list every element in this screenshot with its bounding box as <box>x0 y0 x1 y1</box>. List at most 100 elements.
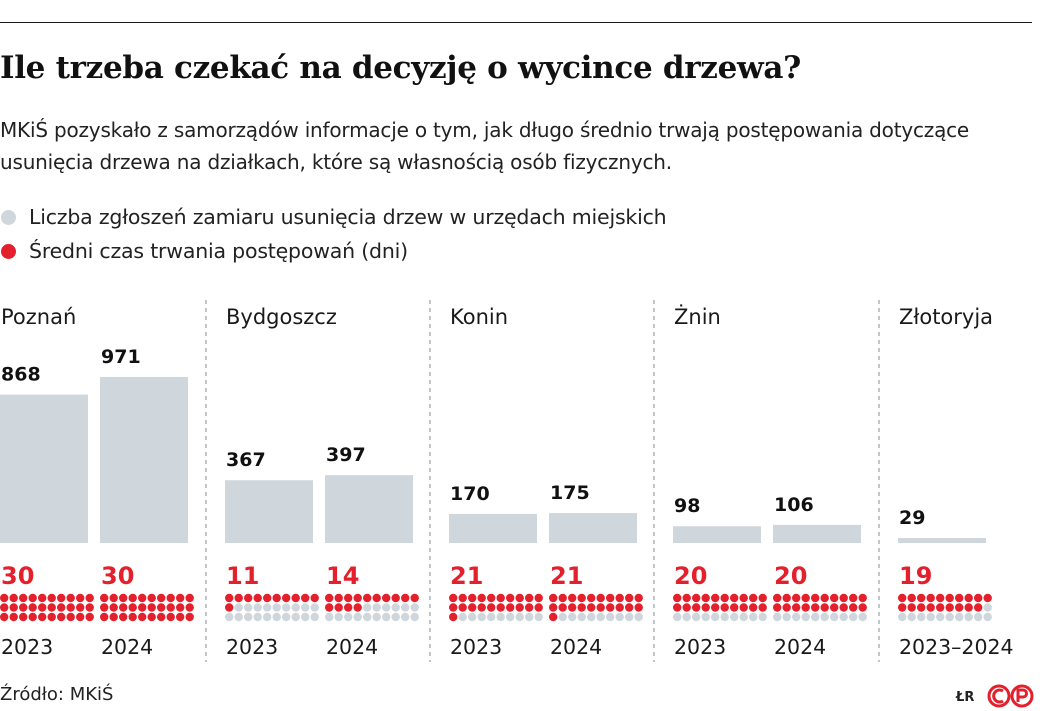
day-dot-znin-2024-28 <box>839 612 848 622</box>
city-label-zlotoryja: Złotoryja <box>899 305 993 329</box>
day-dot-znin-2023-17 <box>730 603 739 612</box>
day-dot-konin-2023-2 <box>458 593 467 603</box>
days-label-znin-2024: 20 <box>774 562 807 590</box>
day-dot-poznan-2024-19 <box>176 603 185 612</box>
day-dot-poznan-2024-3 <box>119 593 128 603</box>
day-dot-znin-2023-10 <box>758 593 767 603</box>
day-dot-znin-2023-11 <box>673 603 682 612</box>
day-dot-bydgoszcz-2024-26 <box>372 612 381 622</box>
day-dot-poznan-2024-27 <box>157 612 166 622</box>
day-dot-zlotoryja-2023-2024-5 <box>936 593 945 603</box>
day-dot-znin-2023-9 <box>749 593 758 603</box>
day-dot-znin-2023-20 <box>758 603 767 612</box>
day-dot-znin-2024-10 <box>858 593 867 603</box>
day-dot-zlotoryja-2023-2024-22 <box>907 612 916 622</box>
day-dot-bydgoszcz-2023-26 <box>272 612 281 622</box>
day-dot-bydgoszcz-2023-16 <box>272 603 281 612</box>
day-dot-znin-2024-3 <box>792 593 801 603</box>
day-dot-znin-2023-29 <box>749 612 758 622</box>
day-dot-konin-2023-29 <box>525 612 534 622</box>
day-dot-poznan-2023-25 <box>38 612 47 622</box>
day-dot-bydgoszcz-2023-13 <box>244 603 253 612</box>
day-dot-bydgoszcz-2023-22 <box>234 612 243 622</box>
day-dot-bydgoszcz-2023-3 <box>244 593 253 603</box>
day-dot-zlotoryja-2023-2024-7 <box>955 593 964 603</box>
day-dot-konin-2024-16 <box>596 603 605 612</box>
day-dot-bydgoszcz-2024-5 <box>363 593 372 603</box>
day-dot-poznan-2023-3 <box>19 593 28 603</box>
day-dot-bydgoszcz-2024-25 <box>363 612 372 622</box>
day-dot-konin-2024-10 <box>634 593 643 603</box>
day-dot-konin-2024-5 <box>587 593 596 603</box>
day-dot-konin-2023-7 <box>506 593 515 603</box>
days-label-zlotoryja-2023-2024: 19 <box>899 562 932 590</box>
day-dot-bydgoszcz-2024-21 <box>325 612 334 622</box>
day-dot-zlotoryja-2023-2024-11 <box>898 603 907 612</box>
day-dot-bydgoszcz-2023-10 <box>310 593 319 603</box>
legend: Liczba zgłoszeń zamiaru usunięcia drzew … <box>0 200 667 268</box>
day-dot-znin-2024-9 <box>849 593 858 603</box>
day-dot-zlotoryja-2023-2024-26 <box>945 612 954 622</box>
day-dot-bydgoszcz-2024-1 <box>325 593 334 603</box>
day-dot-poznan-2024-9 <box>176 593 185 603</box>
day-dot-znin-2024-19 <box>849 603 858 612</box>
day-dot-poznan-2024-1 <box>100 593 109 603</box>
day-dot-konin-2024-18 <box>615 603 624 612</box>
day-dot-bydgoszcz-2024-19 <box>401 603 410 612</box>
day-dot-znin-2023-26 <box>720 612 729 622</box>
day-dot-poznan-2023-6 <box>47 593 56 603</box>
value-label-bydgoszcz-2023: 367 <box>226 449 266 471</box>
day-dot-znin-2024-20 <box>858 603 867 612</box>
day-dot-bydgoszcz-2024-7 <box>382 593 391 603</box>
day-dot-zlotoryja-2023-2024-13 <box>917 603 926 612</box>
city-label-konin: Konin <box>450 305 508 329</box>
day-dot-konin-2024-6 <box>596 593 605 603</box>
city-label-znin: Żnin <box>674 304 721 329</box>
day-dot-bydgoszcz-2024-17 <box>382 603 391 612</box>
day-dot-zlotoryja-2023-2024-24 <box>926 612 935 622</box>
day-dot-konin-2023-13 <box>468 603 477 612</box>
day-dot-konin-2023-9 <box>525 593 534 603</box>
day-dot-konin-2023-5 <box>487 593 496 603</box>
day-dot-bydgoszcz-2024-8 <box>391 593 400 603</box>
day-dot-konin-2023-26 <box>496 612 505 622</box>
day-dot-znin-2023-4 <box>701 593 710 603</box>
day-dot-bydgoszcz-2024-23 <box>344 612 353 622</box>
bar-chart: Poznań 868 30 2023 971 30 2024 Bydgoszcz 367 11 20… <box>0 300 1014 662</box>
day-dot-znin-2023-7 <box>730 593 739 603</box>
day-dot-bydgoszcz-2023-30 <box>310 612 319 622</box>
day-dot-znin-2023-8 <box>739 593 748 603</box>
year-label-znin-2024: 2024 <box>774 635 826 659</box>
day-dot-konin-2023-1 <box>449 593 458 603</box>
day-dot-poznan-2024-29 <box>176 612 185 622</box>
day-dot-poznan-2024-14 <box>128 603 137 612</box>
day-dot-poznan-2024-13 <box>119 603 128 612</box>
day-dot-znin-2024-5 <box>811 593 820 603</box>
day-dot-poznan-2024-4 <box>128 593 137 603</box>
day-dot-znin-2024-4 <box>801 593 810 603</box>
day-dot-znin-2023-21 <box>673 612 682 622</box>
chart-subtitle: MKiŚ pozyskało z samorządów informacje o… <box>0 118 970 174</box>
day-dot-znin-2024-25 <box>811 612 820 622</box>
bar-konin-2023 <box>449 513 537 543</box>
day-dot-zlotoryja-2023-2024-4 <box>926 593 935 603</box>
day-dot-poznan-2024-18 <box>166 603 175 612</box>
day-dot-bydgoszcz-2024-4 <box>353 593 362 603</box>
day-dot-bydgoszcz-2024-9 <box>401 593 410 603</box>
day-dot-bydgoszcz-2023-5 <box>263 593 272 603</box>
value-label-konin-2023: 170 <box>450 483 490 505</box>
day-dot-konin-2024-8 <box>615 593 624 603</box>
day-dot-znin-2024-16 <box>820 603 829 612</box>
day-dot-konin-2024-1 <box>549 593 558 603</box>
day-dot-poznan-2023-9 <box>76 593 85 603</box>
day-dot-poznan-2023-18 <box>66 603 75 612</box>
day-dot-poznan-2024-7 <box>157 593 166 603</box>
day-dot-zlotoryja-2023-2024-1 <box>898 593 907 603</box>
legend-label-applications: Liczba zgłoszeń zamiaru usunięcia drzew … <box>29 205 667 229</box>
value-label-znin-2024: 106 <box>774 494 814 516</box>
day-dot-zlotoryja-2023-2024-29 <box>974 612 983 622</box>
day-dot-konin-2023-18 <box>515 603 524 612</box>
days-label-konin-2024: 21 <box>550 562 583 590</box>
day-dot-konin-2024-15 <box>587 603 596 612</box>
author-initials: ŁR <box>956 690 975 705</box>
